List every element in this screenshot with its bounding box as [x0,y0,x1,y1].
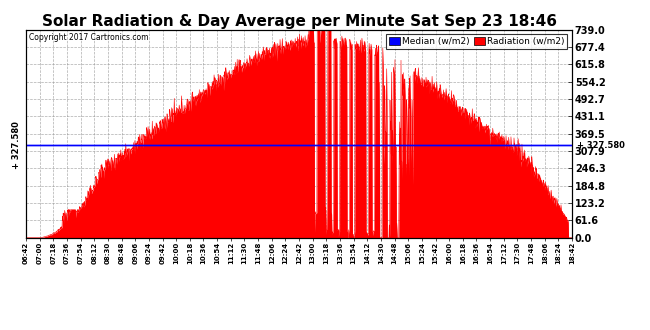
Text: + 327.580: + 327.580 [12,121,21,169]
Title: Solar Radiation & Day Average per Minute Sat Sep 23 18:46: Solar Radiation & Day Average per Minute… [42,14,556,28]
Text: Copyright 2017 Cartronics.com: Copyright 2017 Cartronics.com [29,33,148,42]
Legend: Median (w/m2), Radiation (w/m2): Median (w/m2), Radiation (w/m2) [386,34,567,49]
Text: + 327.580: + 327.580 [577,141,625,150]
